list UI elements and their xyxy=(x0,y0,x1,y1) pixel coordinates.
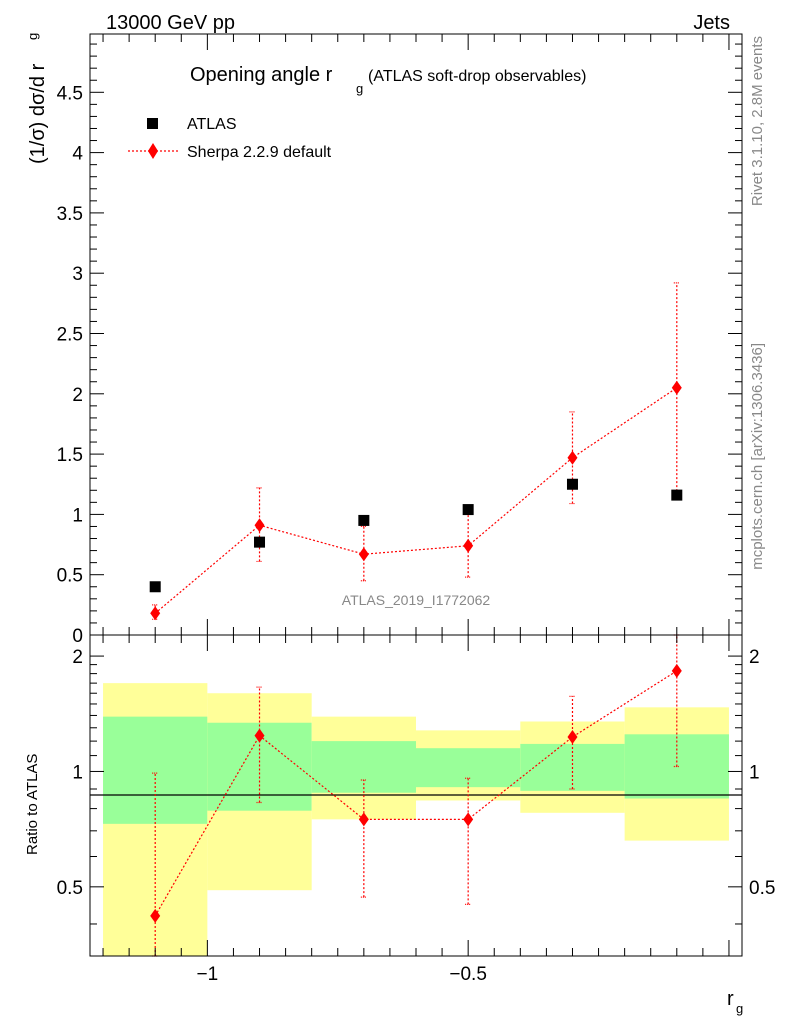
ratio-y-tick-label: 2 xyxy=(72,647,83,668)
plot-title-rest: (ATLAS soft-drop observables) xyxy=(368,68,586,85)
ratio-x-axis: −1 −0.5 xyxy=(102,635,730,985)
main-y-tick-label: 0.5 xyxy=(57,566,83,587)
atlas-data-point xyxy=(462,504,474,516)
main-y-tick-label: 2.5 xyxy=(57,325,83,346)
x-tick-label: −0.5 xyxy=(449,964,487,985)
ratio-panel: 0.5 0.5 1 1 2 2 −1 −0.5 Ratio to ATLAS r g xyxy=(24,634,775,1016)
ratio-y-axis-label: Ratio to ATLAS xyxy=(24,754,41,855)
header-energy-label: 13000 GeV pp xyxy=(106,12,235,34)
main-x-ticks xyxy=(102,34,730,635)
ratio-y-tick-label: 0.5 xyxy=(57,878,83,899)
plot-title-subscript: g xyxy=(356,81,363,96)
ratio-y-tick-label: 1 xyxy=(72,762,83,783)
ratio-sherpa-point xyxy=(254,728,265,743)
atlas-data-point xyxy=(671,489,683,501)
main-panel: 0 0.5 1 1.5 2 2.5 3 3.5 4 4.5 Opening angle r g (… xyxy=(25,33,743,647)
ratio-data-layer xyxy=(150,634,682,957)
main-y-tick-label: 2 xyxy=(72,385,83,406)
x-axis-label: r xyxy=(727,988,734,1010)
ratio-band-inner xyxy=(103,716,208,824)
sherpa-data-point xyxy=(358,547,369,562)
main-y-axis: 0 0.5 1 1.5 2 2.5 3 3.5 4 4.5 xyxy=(57,43,742,647)
main-y-tick-label: 0 xyxy=(72,626,83,647)
legend-sherpa-marker xyxy=(148,143,158,159)
main-y-tick-label: 4 xyxy=(72,144,83,165)
sherpa-data-point xyxy=(567,450,578,465)
atlas-data-point xyxy=(358,514,370,526)
ratio-sherpa-point xyxy=(463,812,474,827)
ratio-bands xyxy=(103,683,729,956)
main-y-axis-label: (1/σ) dσ/d r xyxy=(27,63,49,164)
ratio-sherpa-line xyxy=(154,670,678,917)
main-y-tick-label: 1.5 xyxy=(57,445,83,466)
legend-sherpa-label: Sherpa 2.2.9 default xyxy=(187,144,332,161)
sherpa-data-point xyxy=(150,606,161,621)
atlas-data-point xyxy=(254,536,266,548)
atlas-data-point xyxy=(566,478,578,490)
main-y-tick-label: 1 xyxy=(72,505,83,526)
ratio-y-tick-label-right: 1 xyxy=(749,762,760,783)
ratio-y-axis: 0.5 0.5 1 1 2 2 xyxy=(57,647,775,925)
plot-title: Opening angle r xyxy=(190,64,333,86)
x-tick-label: −1 xyxy=(197,964,219,985)
main-y-tick-label: 3 xyxy=(72,264,83,285)
legend-atlas-marker xyxy=(147,118,158,129)
ratio-y-tick-label-right: 2 xyxy=(749,647,760,668)
sherpa-data-point xyxy=(671,380,682,395)
ratio-sherpa-point xyxy=(567,729,578,744)
main-data-layer xyxy=(149,282,683,621)
analysis-watermark: ATLAS_2019_I1772062 xyxy=(342,592,491,608)
sherpa-data-point xyxy=(254,518,265,533)
mcplots-info-label: mcplots.cern.ch [arXiv:1306.3436] xyxy=(749,343,766,570)
plot-title-main: Opening angle r xyxy=(190,64,333,86)
atlas-data-point xyxy=(149,581,161,593)
header-process-label: Jets xyxy=(693,12,730,34)
ratio-sherpa-point xyxy=(150,908,161,923)
ratio-y-tick-label-right: 0.5 xyxy=(749,878,775,899)
sherpa-line xyxy=(154,387,678,614)
rivet-info-label: Rivet 3.1.10, 2.8M events xyxy=(749,36,766,206)
x-axis-label-subscript: g xyxy=(736,1001,743,1016)
ratio-band-inner xyxy=(416,748,521,788)
ratio-sherpa-point xyxy=(671,663,682,678)
legend-atlas-label: ATLAS xyxy=(187,116,237,133)
main-y-axis-label-subscript: g xyxy=(25,33,40,40)
main-y-tick-label: 3.5 xyxy=(57,204,83,225)
main-y-tick-label: 4.5 xyxy=(57,83,83,104)
ratio-sherpa-point xyxy=(358,812,369,827)
sherpa-data-point xyxy=(463,538,474,553)
